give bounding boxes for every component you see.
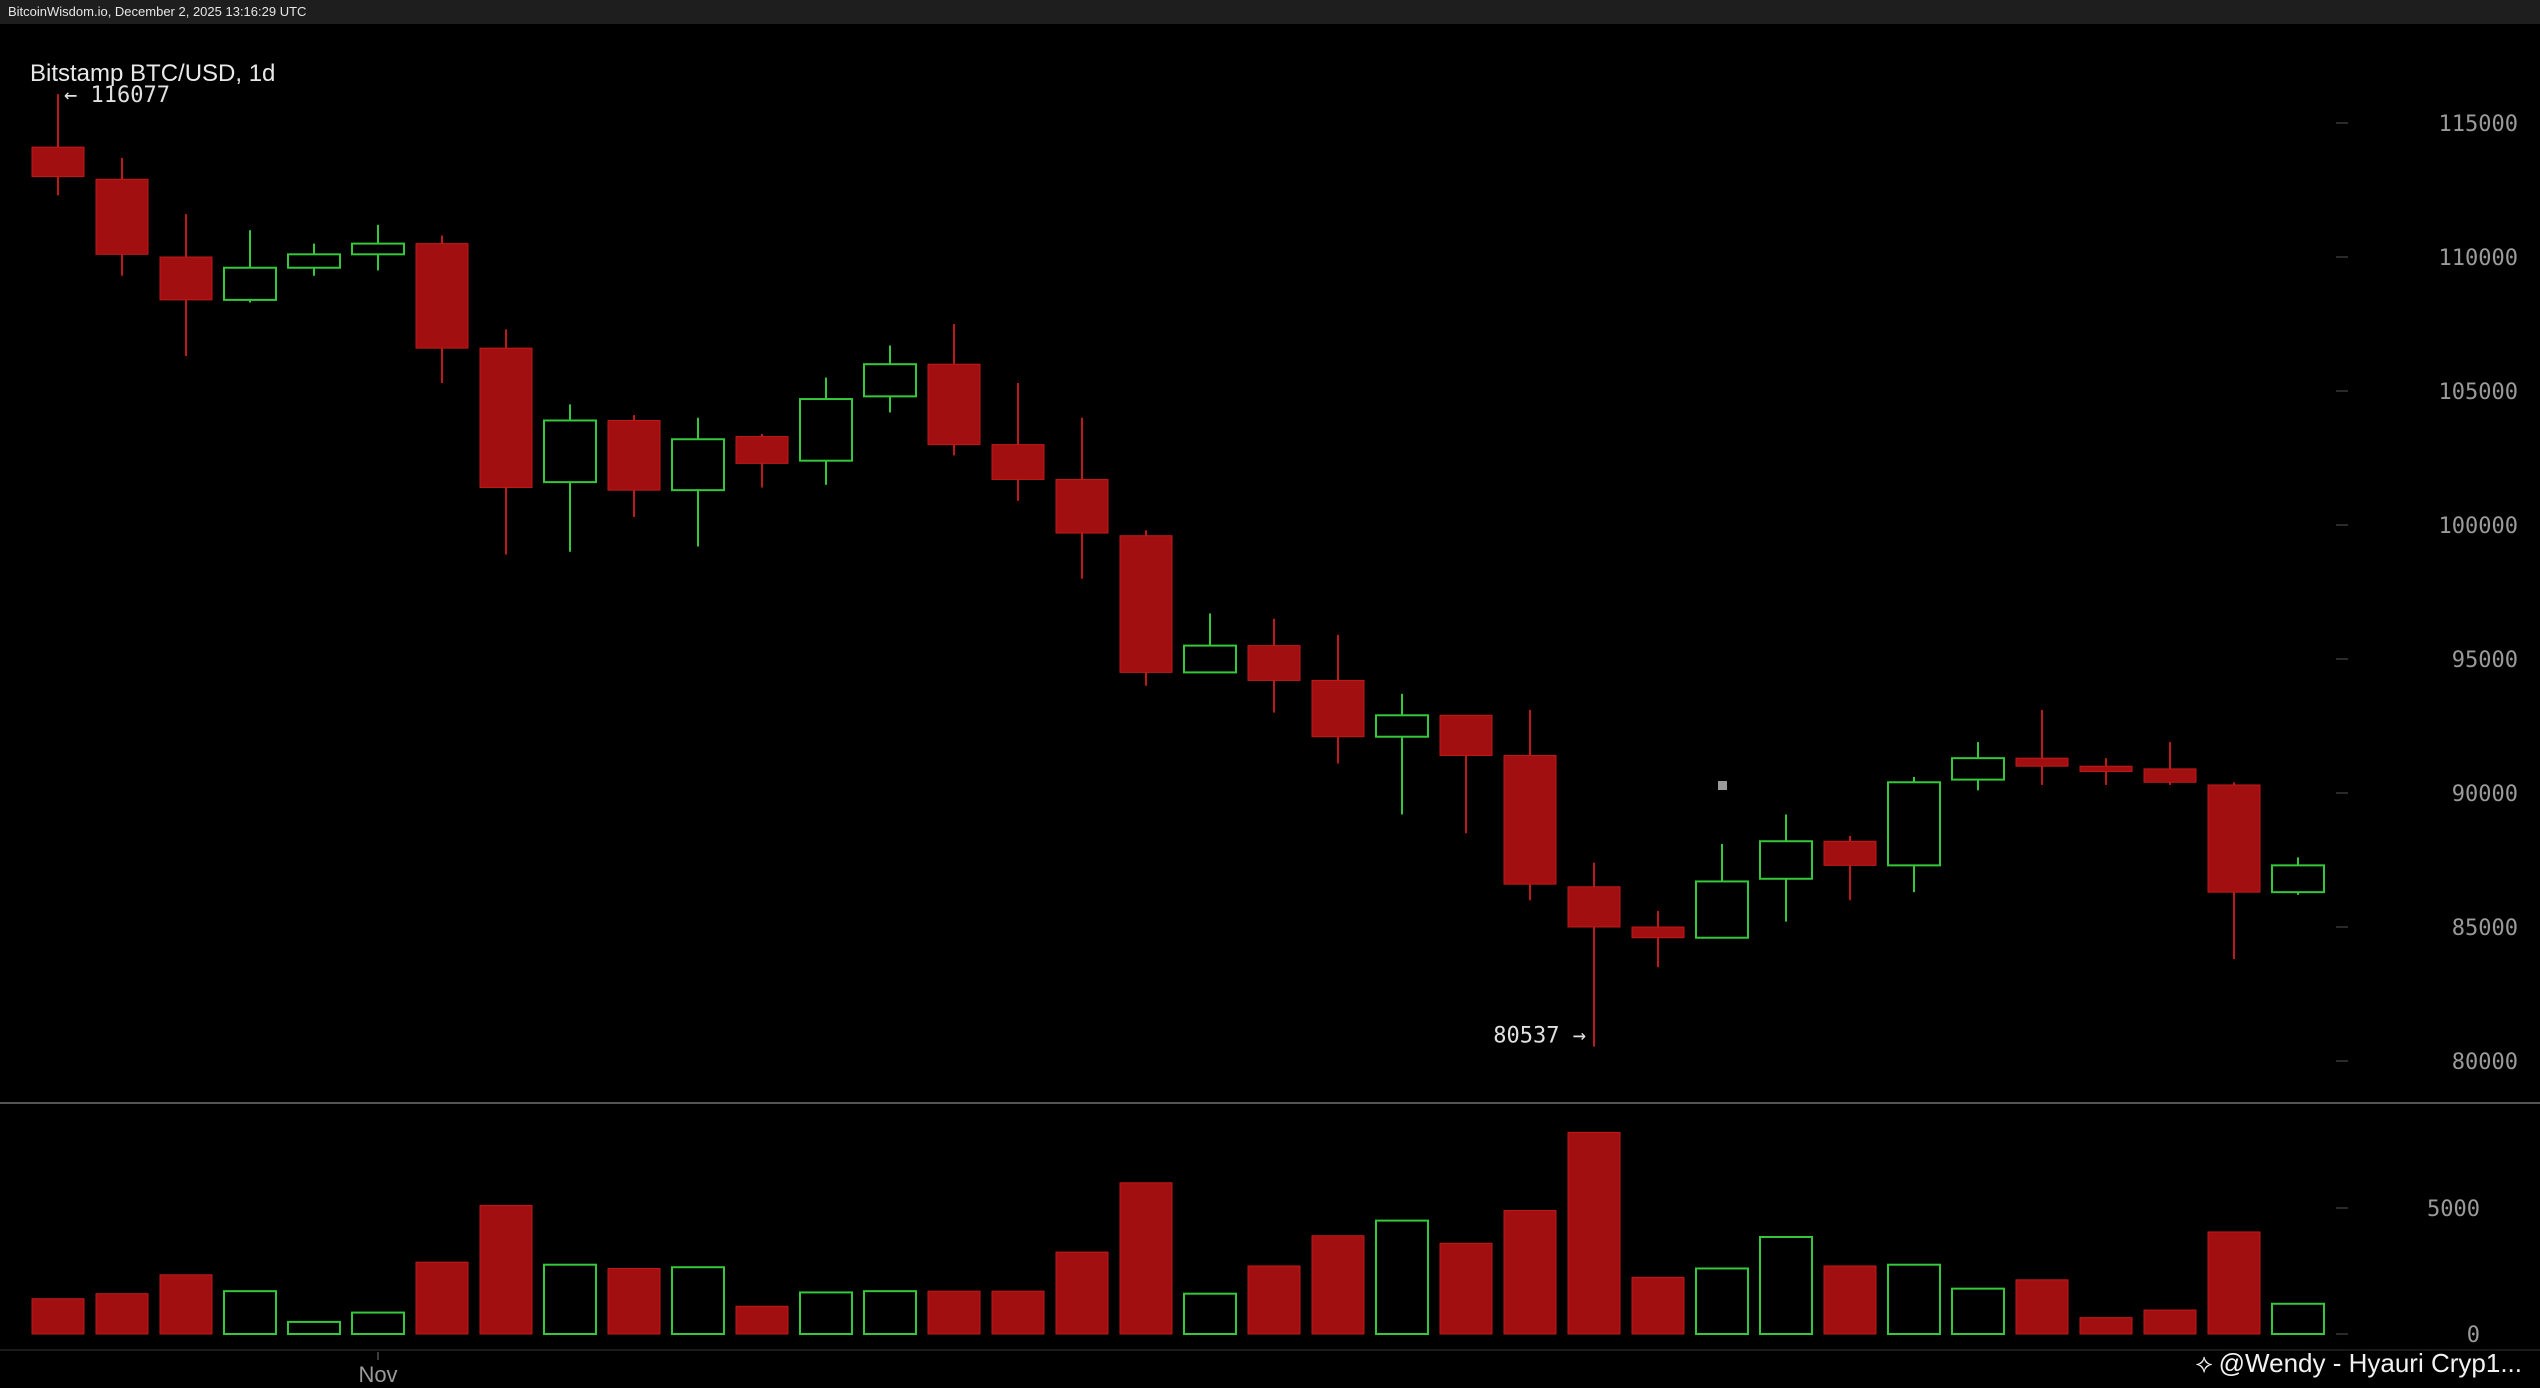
candle-body-down (927, 363, 981, 446)
volume-bar-down (1823, 1265, 1877, 1335)
volume-bar-down (479, 1204, 533, 1335)
volume-bar-down (415, 1261, 469, 1335)
candle-body-up (1759, 840, 1813, 880)
volume-bar-down (2207, 1231, 2261, 1335)
volume-bar-up (1695, 1267, 1749, 1335)
volume-bar-down (1119, 1182, 1173, 1335)
price-tick-label: 110000 (2439, 246, 2518, 271)
top-info-bar: BitcoinWisdom.io, December 2, 2025 13:16… (0, 0, 2540, 24)
chart-canvas[interactable]: 115000 110000 105000 100000 95000 90000 85000 8… (0, 24, 2540, 1388)
time-tick-label: Nov (358, 1362, 397, 1387)
volume-bar-down (1247, 1265, 1301, 1335)
volume-bar-up (543, 1263, 597, 1335)
candle-body-down (735, 436, 789, 464)
candle-body-down (2015, 757, 2069, 767)
candle-body-down (1247, 645, 1301, 681)
candle-body-up (671, 438, 725, 492)
candle-body-up (1183, 644, 1237, 674)
volume-bar-up (1951, 1287, 2005, 1336)
volume-bar-down (2143, 1309, 2197, 1335)
volume-bar-down (607, 1267, 661, 1335)
high-price-annotation: ← 116077 (64, 83, 170, 108)
volume-bar-up (1759, 1235, 1813, 1335)
candle-body-down (1055, 478, 1109, 534)
candle-body-up (223, 266, 277, 301)
candle-body-down (1567, 886, 1621, 928)
candle-body-down (159, 256, 213, 301)
candle-body-down (2079, 765, 2133, 773)
volume-bar-up (863, 1290, 917, 1336)
low-price-annotation: 80537 → (1493, 1024, 1586, 1049)
volume-bar-up (223, 1290, 277, 1336)
volume-bar-down (31, 1298, 85, 1335)
price-tick-label: 90000 (2452, 782, 2518, 807)
volume-bar-down (735, 1305, 789, 1335)
price-tick-label: 95000 (2452, 648, 2518, 673)
chart-frame: 115000 110000 105000 100000 95000 90000 85000 8… (0, 24, 2540, 1388)
candle-body-up (351, 242, 405, 256)
candle-body-up (543, 419, 597, 484)
volume-bar-up (351, 1311, 405, 1335)
price-tick-label: 100000 (2439, 514, 2518, 539)
candle-body-down (31, 146, 85, 178)
candle-body-down (1823, 840, 1877, 866)
watermark: ⟡ @Wendy - Hyauri Cryp1... (2195, 1348, 2522, 1380)
candle-body-down (1311, 679, 1365, 738)
binance-diamond-icon: ⟡ (2195, 1348, 2213, 1378)
price-tick-label: 115000 (2439, 112, 2518, 137)
volume-tick-label: 0 (2467, 1323, 2480, 1348)
volume-bar-down (1631, 1276, 1685, 1335)
volume-tick-label: 5000 (2427, 1197, 2480, 1222)
volume-bar-down (2015, 1279, 2069, 1335)
volume-bar-up (287, 1320, 341, 1336)
candle-body-up (1887, 781, 1941, 867)
candle-body-down (607, 419, 661, 491)
candle-body-down (2207, 784, 2261, 893)
volume-bar-down (1055, 1251, 1109, 1335)
candle-body-down (415, 243, 469, 349)
volume-bar-down (1503, 1210, 1557, 1335)
volume-bar-up (1183, 1292, 1237, 1336)
candle-body-up (1375, 714, 1429, 738)
candle-body-down (2143, 768, 2197, 783)
watermark-text: @Wendy - Hyauri Cryp1... (2218, 1348, 2522, 1378)
chart-title: Bitstamp BTC/USD, 1d (30, 60, 276, 87)
volume-bar-down (2079, 1317, 2133, 1335)
price-tick-label: 105000 (2439, 380, 2518, 405)
candle-body-up (863, 363, 917, 398)
candle-body-down (1631, 926, 1685, 939)
volume-bar-up (671, 1266, 725, 1335)
candle-body-up (1951, 757, 2005, 781)
volume-bar-down (95, 1293, 149, 1335)
volume-bar-up (1887, 1263, 1941, 1335)
price-tick-label: 85000 (2452, 916, 2518, 941)
candle-body-up (1695, 880, 1749, 939)
volume-bar-up (1375, 1219, 1429, 1335)
candle-body-up (2271, 864, 2325, 894)
candle-body-down (95, 178, 149, 255)
candle-body-down (991, 444, 1045, 480)
cursor-marker (1718, 781, 1727, 790)
volume-bar-down (1311, 1235, 1365, 1335)
volume-bar-down (991, 1290, 1045, 1335)
volume-bar-down (1567, 1131, 1621, 1335)
candle-body-down (1503, 754, 1557, 885)
volume-bar-down (159, 1274, 213, 1335)
volume-bar-up (2271, 1302, 2325, 1336)
price-tick-label: 80000 (2452, 1050, 2518, 1075)
source-timestamp: BitcoinWisdom.io, December 2, 2025 13:16… (8, 4, 307, 19)
volume-bar-down (927, 1290, 981, 1335)
candle-body-up (287, 253, 341, 269)
candle-body-down (1439, 714, 1493, 756)
candle-body-up (799, 398, 853, 462)
volume-bar-down (1439, 1242, 1493, 1335)
candle-body-down (479, 347, 533, 488)
volume-bar-up (799, 1291, 853, 1336)
candle-body-down (1119, 535, 1173, 673)
